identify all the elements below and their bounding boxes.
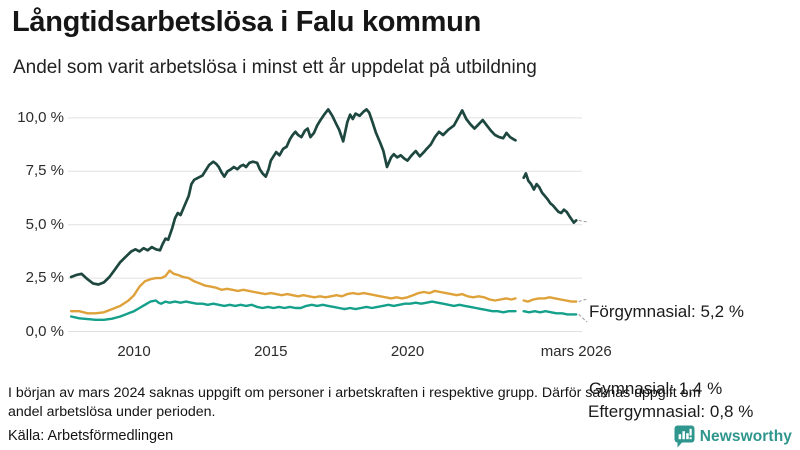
newsworthy-logo[interactable]: Newsworthy: [674, 425, 792, 448]
series-end-label-forgymnasial: Förgymnasial: 5,2 %: [589, 302, 744, 321]
label-connector: [578, 219, 588, 223]
series-end-label-eftergymnasial: Eftergymnasial: 0,8 %: [588, 402, 754, 421]
y-tick-label: 2,5 %: [25, 269, 64, 287]
series-line-gymnasial: [522, 296, 578, 303]
series-end-label-gymnasial: Gymnasial: 1,4 %: [589, 379, 723, 398]
source-label: Källa: Arbetsförmedlingen: [8, 428, 174, 444]
chart-title: Långtidsarbetslösa i Falu kommun: [12, 6, 481, 38]
y-tick-label: 0,0 %: [25, 322, 64, 340]
y-tick-label: 10,0 %: [17, 108, 64, 126]
newsworthy-icon: [674, 425, 695, 448]
y-tick-label: 5,0 %: [25, 215, 64, 233]
label-connectors: [578, 219, 588, 323]
footnote: I början av mars 2024 saknas uppgift om …: [8, 384, 794, 422]
y-tick-label: 7,5 %: [25, 162, 64, 180]
series-line-förgymnasial: [69, 108, 517, 286]
footnote-line-1: I början av mars 2024 saknas uppgift om …: [8, 385, 701, 401]
series-line-förgymnasial: [522, 172, 578, 224]
x-tick-label: 2010: [117, 343, 151, 360]
series-line-eftergymnasial: [69, 299, 517, 322]
label-connector: [578, 314, 588, 323]
x-tick-label: 2020: [390, 343, 425, 360]
footnote-line-2: andel arbetslösa under perioden.: [8, 403, 216, 420]
newsworthy-wordmark: Newsworthy: [699, 427, 792, 445]
x-tick-label: 2015: [254, 343, 288, 360]
chart-area: 0,0 % 2,5 % 5,0 % 7,5 % 10,0 % 2010 2015 2020 m…: [0, 90, 800, 421]
series-lines: [69, 108, 578, 322]
chart-canvas: [68, 108, 588, 332]
chart-subtitle: Andel som varit arbetslösa i minst ett å…: [13, 57, 537, 78]
x-tick-label: mars 2026: [540, 343, 612, 360]
label-connector: [578, 298, 588, 303]
series-line-gymnasial: [69, 269, 517, 315]
series-line-eftergymnasial: [522, 309, 578, 316]
